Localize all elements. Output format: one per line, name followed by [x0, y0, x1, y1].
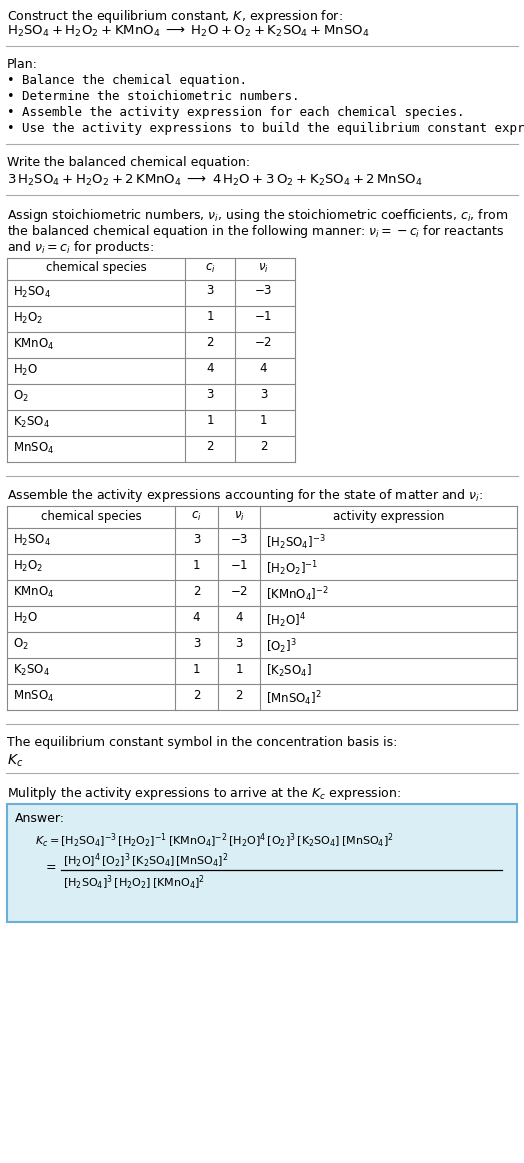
- Text: $[\mathregular{H_2O}]^4$: $[\mathregular{H_2O}]^4$: [266, 611, 306, 629]
- Text: $\mathregular{H_2O_2}$: $\mathregular{H_2O_2}$: [13, 559, 43, 575]
- Text: chemical species: chemical species: [46, 262, 146, 274]
- Bar: [7, 804, 517, 922]
- Text: $\mathregular{MnSO_4}$: $\mathregular{MnSO_4}$: [13, 441, 54, 456]
- Text: $\mathregular{H_2SO_4}$: $\mathregular{H_2SO_4}$: [13, 533, 51, 548]
- Text: 1: 1: [206, 311, 214, 323]
- Text: $\mathregular{H_2SO_4 + H_2O_2 + KMnO_4}$$\mathregular{\;\longrightarrow\; H_2O : $\mathregular{H_2SO_4 + H_2O_2 + KMnO_4}…: [7, 23, 369, 38]
- Text: $\nu_i$: $\nu_i$: [258, 262, 269, 274]
- Text: $\mathregular{H_2O}$: $\mathregular{H_2O}$: [13, 611, 38, 626]
- Text: 2: 2: [260, 441, 267, 454]
- Text: 1: 1: [206, 414, 214, 428]
- Text: 1: 1: [193, 663, 200, 676]
- Text: 3: 3: [260, 388, 267, 401]
- Text: 2: 2: [206, 441, 214, 454]
- Text: $c_i$: $c_i$: [191, 511, 202, 523]
- Text: $[\mathregular{KMnO_4}]^{-2}$: $[\mathregular{KMnO_4}]^{-2}$: [266, 585, 329, 604]
- Text: The equilibrium constant symbol in the concentration basis is:: The equilibrium constant symbol in the c…: [7, 736, 397, 749]
- Text: $[\mathregular{K_2SO_4}]$: $[\mathregular{K_2SO_4}]$: [266, 663, 312, 679]
- Text: 4: 4: [206, 363, 214, 376]
- Text: 4: 4: [260, 363, 267, 376]
- Text: 1: 1: [260, 414, 267, 428]
- Text: $\nu_i$: $\nu_i$: [234, 511, 244, 523]
- Text: $[\mathregular{O_2}]^3$: $[\mathregular{O_2}]^3$: [266, 637, 297, 656]
- Text: $[\mathregular{MnSO_4}]^2$: $[\mathregular{MnSO_4}]^2$: [266, 688, 322, 708]
- Text: $\mathregular{H_2O_2}$: $\mathregular{H_2O_2}$: [13, 311, 43, 326]
- Text: chemical species: chemical species: [41, 511, 141, 523]
- Text: 3: 3: [206, 285, 214, 298]
- Text: $\mathregular{H_2SO_4}$: $\mathregular{H_2SO_4}$: [13, 285, 51, 300]
- Text: $-2$: $-2$: [230, 585, 248, 598]
- Text: $-3$: $-3$: [254, 285, 272, 298]
- Text: $\mathregular{K_2SO_4}$: $\mathregular{K_2SO_4}$: [13, 663, 50, 678]
- Text: $\mathregular{O_2}$: $\mathregular{O_2}$: [13, 637, 29, 652]
- Text: the balanced chemical equation in the following manner: $\nu_i = -c_i$ for react: the balanced chemical equation in the fo…: [7, 222, 505, 240]
- Text: $-2$: $-2$: [254, 336, 272, 350]
- Text: $-3$: $-3$: [230, 533, 248, 545]
- Text: 2: 2: [235, 688, 243, 702]
- Text: 2: 2: [193, 585, 200, 598]
- Text: • Balance the chemical equation.: • Balance the chemical equation.: [7, 74, 247, 87]
- Text: $c_i$: $c_i$: [205, 262, 215, 274]
- Text: $\mathregular{H_2O}$: $\mathregular{H_2O}$: [13, 363, 38, 378]
- Text: Construct the equilibrium constant, $K$, expression for:: Construct the equilibrium constant, $K$,…: [7, 8, 343, 24]
- Text: $\mathregular{MnSO_4}$: $\mathregular{MnSO_4}$: [13, 688, 54, 704]
- Text: Assemble the activity expressions accounting for the state of matter and $\nu_i$: Assemble the activity expressions accoun…: [7, 487, 483, 505]
- Text: 2: 2: [193, 688, 200, 702]
- Text: $\mathregular{O_2}$: $\mathregular{O_2}$: [13, 388, 29, 404]
- Text: activity expression: activity expression: [333, 511, 444, 523]
- Text: $\mathregular{KMnO_4}$: $\mathregular{KMnO_4}$: [13, 336, 54, 351]
- Text: $[\mathregular{H_2SO_4}]^3\,[\mathregular{H_2O_2}]\,[\mathregular{KMnO_4}]^2$: $[\mathregular{H_2SO_4}]^3\,[\mathregula…: [63, 873, 205, 892]
- Text: 3: 3: [193, 533, 200, 545]
- Text: $[\mathregular{H_2O_2}]^{-1}$: $[\mathregular{H_2O_2}]^{-1}$: [266, 559, 318, 578]
- Text: $[\mathregular{H_2SO_4}]^{-3}$: $[\mathregular{H_2SO_4}]^{-3}$: [266, 533, 326, 551]
- Text: 4: 4: [193, 611, 200, 625]
- Text: • Use the activity expressions to build the equilibrium constant expression.: • Use the activity expressions to build …: [7, 122, 524, 135]
- Text: 1: 1: [235, 663, 243, 676]
- Text: 1: 1: [193, 559, 200, 572]
- Text: • Determine the stoichiometric numbers.: • Determine the stoichiometric numbers.: [7, 90, 300, 104]
- Text: $K_c = [\mathregular{H_2SO_4}]^{-3}\,[\mathregular{H_2O_2}]^{-1}\,[\mathregular{: $K_c = [\mathregular{H_2SO_4}]^{-3}\,[\m…: [35, 832, 394, 850]
- Text: 3: 3: [206, 388, 214, 401]
- Text: $\mathregular{3\,H_2SO_4 + H_2O_2 + 2\,KMnO_4}$$\mathregular{\;\longrightarrow\;: $\mathregular{3\,H_2SO_4 + H_2O_2 + 2\,K…: [7, 172, 422, 187]
- Text: 4: 4: [235, 611, 243, 625]
- Text: $[\mathregular{H_2O}]^4\,[\mathregular{O_2}]^3\,[\mathregular{K_2SO_4}]\,[\mathr: $[\mathregular{H_2O}]^4\,[\mathregular{O…: [63, 851, 228, 870]
- Text: Write the balanced chemical equation:: Write the balanced chemical equation:: [7, 156, 250, 169]
- Text: Plan:: Plan:: [7, 57, 38, 71]
- Text: 3: 3: [193, 637, 200, 650]
- Text: 3: 3: [235, 637, 243, 650]
- Text: $\mathregular{KMnO_4}$: $\mathregular{KMnO_4}$: [13, 585, 54, 600]
- Text: • Assemble the activity expression for each chemical species.: • Assemble the activity expression for e…: [7, 106, 464, 119]
- Text: Assign stoichiometric numbers, $\nu_i$, using the stoichiometric coefficients, $: Assign stoichiometric numbers, $\nu_i$, …: [7, 207, 508, 223]
- Text: $-1$: $-1$: [254, 311, 272, 323]
- Text: $K_c$: $K_c$: [7, 752, 24, 769]
- Text: Mulitply the activity expressions to arrive at the $K_c$ expression:: Mulitply the activity expressions to arr…: [7, 785, 401, 801]
- Text: 2: 2: [206, 336, 214, 350]
- Text: $=$: $=$: [43, 859, 57, 872]
- Text: $-1$: $-1$: [230, 559, 248, 572]
- Text: Answer:: Answer:: [15, 812, 65, 825]
- Text: and $\nu_i = c_i$ for products:: and $\nu_i = c_i$ for products:: [7, 238, 154, 256]
- Text: $\mathregular{K_2SO_4}$: $\mathregular{K_2SO_4}$: [13, 414, 50, 429]
